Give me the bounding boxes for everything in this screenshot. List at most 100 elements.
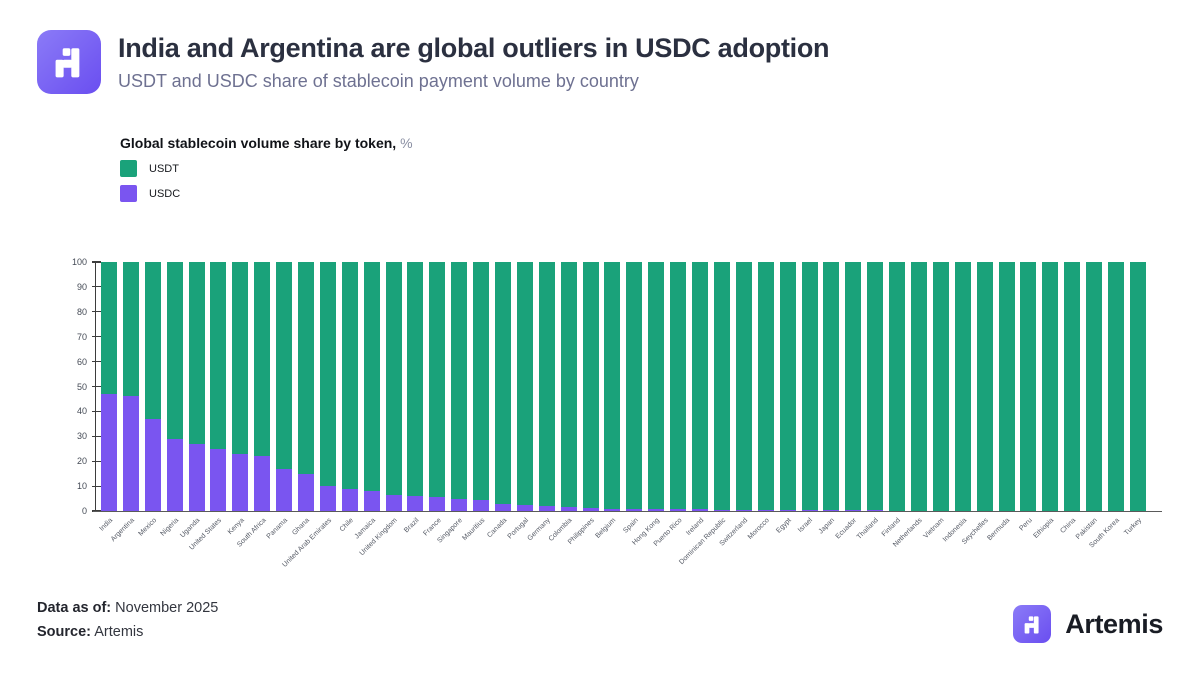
bar-netherlands: [910, 262, 927, 511]
bar-switzerland: [735, 262, 752, 511]
bar-south-korea: [1107, 262, 1124, 511]
bar-france: [429, 262, 446, 511]
usdc-segment: [538, 506, 555, 511]
usdt-segment: [341, 262, 358, 489]
usdc-segment: [232, 453, 249, 511]
source-label: Source:: [37, 624, 91, 640]
usdt-segment: [516, 262, 533, 505]
usdc-segment: [429, 497, 446, 511]
y-tick-label: 80: [76, 306, 87, 317]
artemis-logo-icon: [37, 30, 101, 94]
bar-seychelles: [976, 262, 993, 511]
usdc-segment: [298, 473, 315, 511]
legend-item-usdt: USDT: [120, 160, 179, 177]
x-tick-label-thailand: Thailand: [856, 517, 881, 541]
page-subtitle: USDT and USDC share of stablecoin paymen…: [118, 71, 639, 91]
y-tick-label: 60: [76, 356, 87, 367]
bar-belgium: [604, 262, 621, 511]
bar-spain: [626, 262, 643, 511]
usdt-segment: [276, 262, 293, 469]
x-tick-label-chile: Chile: [338, 517, 355, 534]
x-tick-label-china: China: [1059, 517, 1078, 535]
y-tick-label: 50: [76, 381, 87, 392]
bar-indonesia: [954, 262, 971, 511]
y-tick-label: 20: [76, 456, 87, 467]
usdc-segment: [319, 486, 336, 511]
footer-brand: Artemis: [1013, 605, 1163, 643]
usdc-segment: [867, 510, 884, 511]
x-tick-label-spain: Spain: [621, 517, 640, 535]
x-tick-label-peru: Peru: [1018, 517, 1034, 533]
bar-india: [101, 262, 117, 511]
usdc-segment: [276, 468, 293, 511]
x-tick-label-nigeria: Nigeria: [158, 517, 180, 538]
bar-dominican-republic: [713, 262, 730, 511]
usdc-segment: [516, 504, 533, 511]
usdt-segment: [713, 262, 730, 510]
bar-turkey: [1129, 262, 1146, 511]
usdc-segment: [341, 488, 358, 511]
usdc-segment: [626, 509, 643, 511]
usdc-segment: [210, 448, 227, 511]
y-tick-mark: [91, 286, 101, 288]
usdt-segment: [473, 262, 490, 500]
usdt-segment: [910, 262, 927, 511]
usdt-segment: [254, 262, 271, 457]
y-tick-label: 10: [76, 481, 87, 492]
usdt-segment: [823, 262, 840, 511]
x-axis-line: [93, 511, 1162, 513]
bar-kenya: [232, 262, 249, 511]
usdt-segment: [538, 262, 555, 507]
bar-china: [1064, 262, 1081, 511]
usdc-segment: [473, 499, 490, 511]
bar-peru: [1020, 262, 1037, 511]
x-tick-label-india: India: [98, 517, 114, 533]
usdc-segment: [692, 509, 709, 511]
x-tick-label-bermuda: Bermuda: [986, 517, 1012, 543]
usdt-segment: [1129, 262, 1146, 511]
artemis-glyph-icon: [55, 48, 80, 78]
bar-bermuda: [998, 262, 1015, 511]
x-tick-label-ethiopia: Ethiopia: [1032, 517, 1056, 540]
bar-united-arab-emirates: [319, 262, 336, 511]
usdt-segment: [757, 262, 774, 510]
usdc-segment: [670, 509, 687, 511]
bar-singapore: [451, 262, 468, 511]
bar-brazil: [407, 262, 424, 511]
usdc-segment: [560, 506, 577, 511]
usdc-segment: [757, 509, 774, 511]
usdt-segment: [560, 262, 577, 507]
artemis-footer-logo-icon: [1013, 605, 1052, 643]
bar-mauritius: [473, 262, 490, 511]
bar-ghana: [298, 262, 315, 511]
bar-japan: [823, 262, 840, 511]
source-line: Source: Artemis: [37, 624, 143, 640]
bar-germany: [538, 262, 555, 511]
bar-argentina: [122, 262, 139, 511]
usdc-segment: [407, 496, 424, 511]
artemis-footer-glyph-icon: [1024, 615, 1039, 633]
usdt-segment: [1064, 262, 1081, 511]
y-tick-mark: [91, 336, 101, 338]
usdc-segment: [166, 438, 183, 511]
usdt-segment: [648, 262, 665, 510]
usdt-segment: [582, 262, 599, 509]
legend-label-usdc: USDC: [149, 187, 181, 200]
bar-united-kingdom: [385, 262, 402, 511]
y-tick-mark: [91, 385, 101, 388]
usdc-segment: [604, 508, 621, 511]
usdc-segment: [101, 393, 117, 511]
usdc-swatch-icon: [120, 185, 137, 202]
bar-portugal: [516, 262, 533, 511]
header-logo: [37, 30, 101, 94]
x-tick-label-panama: Panama: [265, 517, 290, 541]
usdc-segment: [188, 443, 205, 511]
usdt-segment: [166, 262, 183, 439]
y-tick-mark: [91, 261, 101, 263]
usdt-segment: [889, 262, 906, 511]
bar-south-africa: [254, 262, 271, 511]
bar-united-states: [210, 262, 227, 511]
artemis-wordmark: Artemis: [1065, 608, 1163, 639]
bar-ireland: [692, 262, 709, 511]
usdc-segment: [451, 498, 468, 511]
